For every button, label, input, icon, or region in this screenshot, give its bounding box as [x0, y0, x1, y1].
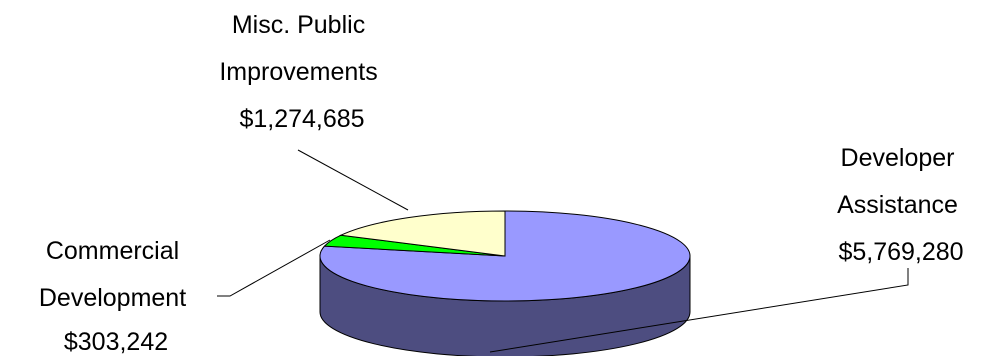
label-commercial-development: Commercial Development $303,242	[39, 237, 193, 356]
leader-line-misc-public-improvements	[297, 149, 409, 211]
label-misc-public-improvements: Misc. Public Improvements $1,274,685	[219, 11, 384, 133]
leader-line-developer-assistance	[489, 268, 909, 353]
leader-line-commercial-development	[217, 239, 331, 297]
label-developer-assistance: Developer Assistance $5,769,280	[837, 144, 965, 266]
pie-slice-misc-public-improvements	[339, 210, 506, 257]
pie-top-face	[319, 210, 691, 302]
